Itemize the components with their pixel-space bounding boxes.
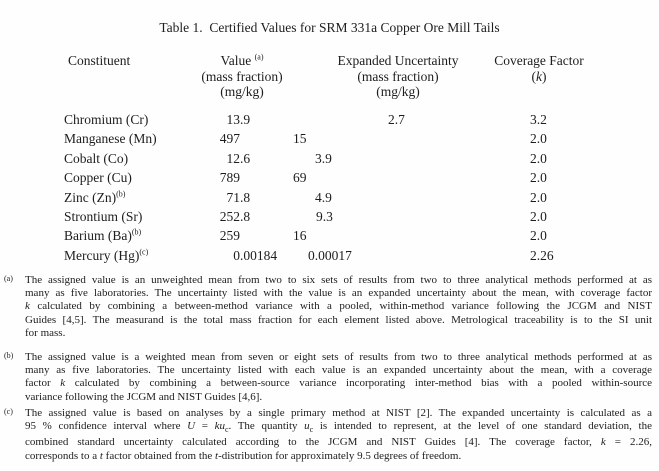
footnote-line: variance following the JCGM and NIST Gui… [25, 390, 263, 403]
coverage-factor-cell: 2.0 [530, 170, 547, 186]
value-cell-frac: .00184 [240, 247, 278, 263]
footnote-label: (a) [4, 274, 13, 283]
uncertainty-cell: 0.00017 [308, 247, 352, 263]
constituent-cell: Mercury (Hg)(c) [64, 247, 149, 263]
footnote-line: factor k calculated by combining a betwe… [25, 377, 653, 390]
constituent-cell: Manganese (Mn) [64, 131, 157, 147]
table-row: Strontium (Sr) 252.8 9.3 2.0 [0, 209, 659, 228]
footnote-line: many as five laboratories. The uncertain… [25, 364, 652, 377]
uncertainty-cell: 69 [293, 170, 307, 186]
constituent-cell: Barium (Ba)(b) [64, 227, 142, 244]
column-header-subline: (mg/kg) [220, 84, 264, 99]
value-cell-frac: .8 [240, 208, 251, 224]
value-cell-int: 259 [219, 228, 240, 244]
footnote-line: k calculated by combining a between-meth… [25, 300, 652, 313]
column-header-subline: (mg/kg) [376, 84, 420, 99]
value-cell-int: 71 [226, 189, 241, 205]
footnote-line: combined standard uncertainty calculated… [25, 436, 652, 449]
value-cell-frac: .9 [240, 112, 251, 127]
column-header-label: Constituent [68, 53, 131, 68]
footnote-line: 95 % confidence interval where U = kuc. … [25, 420, 652, 435]
table-row: Mercury (Hg)(c) 0.00184 0.00017 2.26 [0, 248, 659, 267]
table-row: Copper (Cu) 789 69 2.0 [0, 170, 659, 189]
footnote-ref: (b) [131, 227, 142, 237]
column-header-subline: (mass fraction) [201, 68, 283, 84]
footnote-line: The assigned value is based on analyses … [25, 406, 652, 419]
footnote-a: (a) The assigned value is an unweighted m… [0, 274, 659, 340]
column-header-uncertainty: Expanded Uncertainty (mass fraction) (mg… [316, 53, 480, 100]
footnote-line: Guides [4,5]. The measurand is the total… [25, 313, 652, 326]
coverage-factor-cell: 2.26 [530, 247, 554, 263]
constituent-cell: Copper (Cu) [64, 170, 132, 186]
constituent-cell: Strontium (Sr) [64, 208, 143, 224]
coverage-factor-cell: 3.2 [530, 112, 547, 127]
table-title: Table 1. Certified Values for SRM 331a C… [159, 20, 500, 35]
column-header-value: Value (a) (mass fraction) (mg/kg) [160, 53, 324, 100]
uncertainty-cell: 16 [293, 228, 307, 244]
table-row: Zinc (Zn)(b) 71.8 4.9 2.0 [0, 190, 659, 209]
value-cell-frac: .6 [240, 150, 251, 166]
table-row: Chromium (Cr) 13.9 2.7 3.2 [0, 112, 659, 131]
value-cell-int: 252 [219, 208, 240, 224]
coverage-factor-cell: 2.0 [530, 150, 547, 166]
footnote-line: many as five laboratories. The uncertain… [25, 287, 652, 300]
column-header-coverage-factor: Coverage Factor (k) [457, 53, 621, 84]
uncertainty-cell: 2.7 [388, 112, 405, 127]
footnote-c: (c) The assigned value is based on analys… [0, 407, 659, 463]
constituent-cell: Chromium (Cr) [64, 112, 149, 127]
footnote-line: corresponds to a t factor obtained from … [25, 449, 462, 462]
footnote-label: (b) [4, 351, 14, 361]
value-cell-int: 13 [226, 112, 241, 127]
value-cell-int: 789 [219, 170, 240, 186]
column-header-subline: (mass fraction) [357, 68, 439, 84]
value-cell-int: 0 [233, 247, 240, 263]
uncertainty-cell: 4.9 [315, 189, 332, 205]
uncertainty-cell: 3.9 [315, 150, 332, 166]
footnote-ref: (c) [139, 247, 149, 257]
column-header-label: Expanded Uncertainty [337, 53, 459, 68]
column-header-label: Coverage Factor [494, 53, 584, 68]
coverage-factor-cell: 2.0 [530, 228, 547, 244]
value-cell-int: 12 [226, 150, 241, 166]
uncertainty-cell: 9.3 [316, 208, 333, 224]
value-cell-frac: .8 [240, 189, 251, 205]
footnote-label: (c) [4, 406, 13, 416]
table-row: Cobalt (Co) 12.6 3.9 2.0 [0, 151, 659, 170]
constituent-cell: Zinc (Zn)(b) [64, 189, 126, 205]
footnote-line: The assigned value is a weighted mean fr… [25, 351, 652, 364]
footnote-line: for mass. [25, 326, 66, 339]
footnote-ref-a: (a) [254, 52, 264, 62]
footnote-line: The assigned value is an unweighted mean… [25, 274, 652, 286]
column-header-subline: (k) [531, 68, 547, 84]
table-rows: Chromium (Cr) 13.9 2.7 3.2 Manganese (Mn) 497… [0, 112, 659, 267]
coverage-factor-cell: 2.0 [530, 208, 547, 224]
column-header-label: Value [220, 53, 252, 68]
coverage-factor-cell: 2.0 [530, 189, 547, 205]
table-row: Manganese (Mn) 497 15 2.0 [0, 131, 659, 150]
column-header-constituent: Constituent [68, 53, 130, 69]
footnotes: (a) The assigned value is an unweighted m… [0, 274, 659, 463]
uncertainty-cell: 15 [293, 131, 307, 147]
footnote-ref: (b) [116, 189, 126, 199]
coverage-factor-cell: 2.0 [530, 131, 547, 147]
footnote-b: (b) The assigned value is a weighted mean… [0, 351, 659, 404]
constituent-cell: Cobalt (Co) [64, 150, 129, 166]
value-cell-int: 497 [219, 131, 240, 147]
table-row: Barium (Ba)(b) 259 16 2.0 [0, 228, 659, 247]
